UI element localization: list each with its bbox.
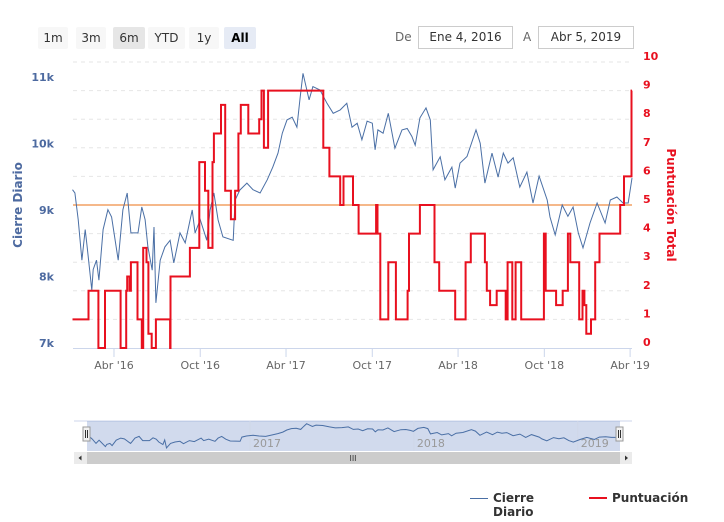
right-arrow-icon [625, 455, 628, 461]
navigator-handle-right[interactable] [615, 426, 624, 442]
navigator[interactable]: 2017 2018 2019 [74, 420, 632, 451]
navigator-year-label: 2019 [581, 437, 609, 450]
right-axis-tick-label: 5 [643, 193, 651, 206]
left-axis-title: Cierre Diario [11, 162, 25, 248]
right-axis-tick-label: 10 [643, 50, 659, 63]
range-button-1m[interactable]: 1m [38, 27, 68, 49]
range-button-all[interactable]: All [224, 27, 256, 49]
scrollbar-thumb[interactable] [87, 452, 620, 464]
right-axis-tick-label: 4 [643, 222, 651, 235]
x-axis-tick-label: Abr '18 [438, 359, 478, 372]
from-label: De [395, 30, 412, 44]
range-button-3m[interactable]: 3m [76, 27, 106, 49]
legend-label-cierre: Cierre Diario [493, 491, 535, 519]
navigator-handle-left[interactable] [82, 426, 91, 442]
to-date-input[interactable]: Abr 5, 2019 [538, 26, 634, 49]
right-axis-tick-label: 7 [643, 136, 651, 149]
x-axis-tick-label: Abr '19 [610, 359, 650, 372]
range-button-6m[interactable]: 6m [113, 27, 145, 49]
left-axis-tick-label: 9k [39, 204, 55, 217]
right-axis-tick-label: 0 [643, 336, 651, 349]
right-axis-tick-label: 9 [643, 79, 651, 92]
right-axis-tick-label: 6 [643, 164, 651, 177]
x-axis-tick-label: Oct '18 [525, 359, 565, 372]
x-axis-tick-label: Abr '17 [266, 359, 306, 372]
x-axis-tick-label: Oct '17 [353, 359, 393, 372]
from-date-input[interactable]: Ene 4, 2016 [418, 26, 513, 49]
left-axis-tick-label: 7k [39, 337, 55, 350]
left-axis-tick-label: 11k [31, 71, 54, 84]
series-puntuacion[interactable] [72, 89, 633, 349]
legend-label-puntuacion: Puntuación [612, 491, 689, 505]
right-axis-title: Puntuación Total [664, 148, 678, 261]
scrollbar-grip-icon: III [349, 454, 356, 463]
legend-symbol-puntuacion [589, 497, 607, 499]
range-button-ytd[interactable]: YTD [148, 27, 185, 49]
navigator-year-label: 2018 [417, 437, 445, 450]
right-axis-tick-label: 1 [643, 307, 651, 320]
left-axis-tick-label: 8k [39, 271, 55, 284]
right-axis-tick-label: 2 [643, 279, 651, 292]
navigator-selection[interactable] [87, 421, 620, 451]
left-axis-tick-label: 10k [31, 138, 54, 151]
right-axis-tick-label: 3 [643, 250, 651, 263]
navigator-series [86, 423, 621, 449]
legend-symbol-cierre [470, 498, 488, 499]
to-label: A [523, 30, 532, 44]
left-arrow-icon [78, 455, 82, 461]
x-axis-tick-label: Abr '16 [94, 359, 134, 372]
range-button-1y[interactable]: 1y [189, 27, 219, 49]
scrollbar[interactable]: III [74, 452, 632, 464]
navigator-year-label: 2017 [253, 437, 281, 450]
x-axis-tick-label: Oct '16 [180, 359, 220, 372]
right-axis-tick-label: 8 [643, 107, 651, 120]
